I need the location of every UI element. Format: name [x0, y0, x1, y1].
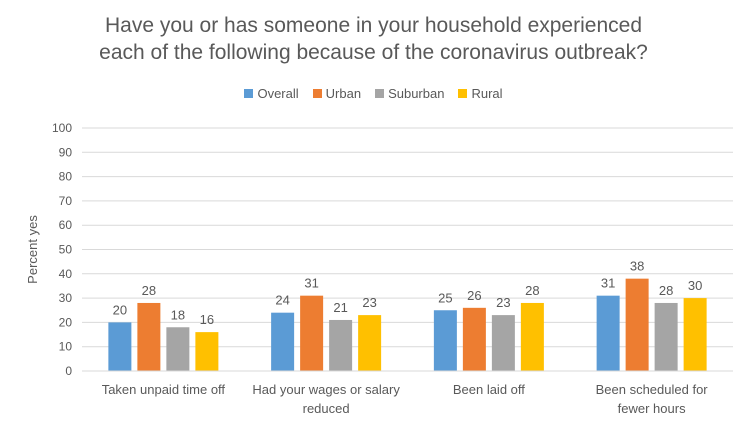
data-label-suburban-2: 23 [496, 295, 510, 310]
bar-suburban-3 [654, 302, 678, 371]
bar-rural-2 [520, 302, 544, 371]
data-label-overall-2: 25 [438, 290, 452, 305]
bar-urban-3 [625, 278, 649, 371]
bar-overall-1 [271, 312, 295, 371]
legend-label-suburban: Suburban [388, 86, 445, 101]
bar-suburban-2 [491, 315, 515, 371]
legend-swatch-urban [312, 89, 322, 98]
bar-overall-3 [596, 295, 620, 371]
data-label-suburban-1: 21 [333, 300, 347, 315]
y-axis-title: Percent yes [25, 215, 40, 284]
chart-title-line-1: Have you or has someone in your househol… [104, 14, 642, 37]
legend-item-overall: Overall [244, 86, 299, 101]
category-label-1-0: Had your wages or salary [252, 382, 400, 397]
data-label-urban-1: 31 [304, 276, 318, 291]
category-label-3-0: Been scheduled for [596, 382, 709, 397]
bar-rural-3 [683, 298, 707, 371]
legend-label-urban: Urban [325, 86, 362, 101]
legend-item-urban: Urban [312, 86, 362, 101]
bar-suburban-1 [329, 319, 353, 371]
data-label-rural-1: 23 [362, 295, 376, 310]
data-label-suburban-3: 28 [659, 283, 673, 298]
bar-suburban-0 [166, 327, 190, 371]
y-tick-label-70: 70 [59, 194, 73, 208]
bar-overall-0 [108, 322, 132, 371]
data-label-rural-3: 30 [688, 278, 702, 293]
category-label-2-0: Been laid off [453, 382, 525, 397]
y-tick-label-30: 30 [59, 291, 73, 305]
y-tick-label-100: 100 [52, 121, 72, 135]
category-label-0-0: Taken unpaid time off [102, 382, 226, 397]
y-tick-label-90: 90 [59, 145, 73, 159]
legend-swatch-suburban [375, 89, 385, 98]
bar-overall-2 [433, 310, 457, 371]
bar-urban-1 [300, 295, 324, 371]
y-tick-label-50: 50 [59, 243, 73, 257]
y-tick-label-0: 0 [65, 364, 72, 378]
data-label-rural-2: 28 [525, 283, 539, 298]
y-tick-label-40: 40 [59, 267, 73, 281]
y-tick-label-60: 60 [59, 218, 73, 232]
data-label-urban-2: 26 [467, 288, 481, 303]
y-tick-label-20: 20 [59, 315, 73, 329]
legend: Overall Urban Suburban Rural [0, 86, 747, 101]
y-tick-label-10: 10 [59, 340, 73, 354]
legend-label-overall: Overall [257, 86, 299, 101]
y-tick-label-80: 80 [59, 170, 73, 184]
legend-item-suburban: Suburban [375, 86, 444, 101]
data-label-urban-3: 38 [630, 259, 644, 274]
bar-rural-0 [195, 332, 219, 371]
bar-rural-1 [358, 315, 382, 371]
data-label-urban-0: 28 [142, 283, 156, 298]
legend-swatch-rural [458, 89, 468, 98]
data-label-rural-0: 16 [200, 312, 214, 327]
data-label-overall-1: 24 [275, 293, 289, 308]
category-label-3-1: fewer hours [618, 401, 686, 416]
legend-item-rural: Rural [458, 86, 503, 101]
legend-label-rural: Rural [471, 86, 503, 101]
bar-urban-2 [462, 307, 486, 371]
data-label-overall-3: 31 [601, 276, 615, 291]
chart-title-line-2: each of the following because of the cor… [99, 41, 648, 64]
data-label-suburban-0: 18 [171, 307, 185, 322]
bar-urban-0 [137, 302, 161, 371]
chart-title: Have you or has someone in your househol… [0, 12, 747, 66]
data-label-overall-0: 20 [113, 302, 127, 317]
category-label-1-1: reduced [303, 401, 350, 416]
legend-swatch-overall [244, 89, 254, 98]
